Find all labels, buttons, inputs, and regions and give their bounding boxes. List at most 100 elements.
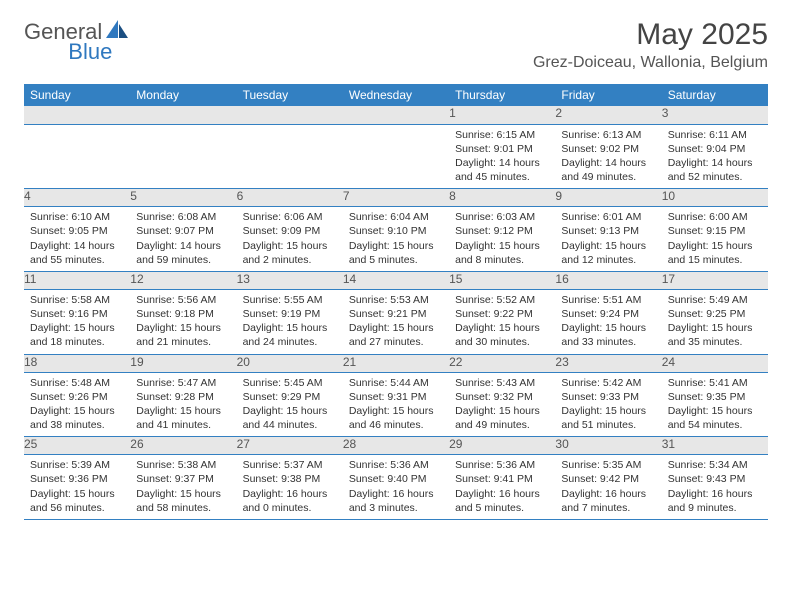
day-number: 7 (343, 189, 449, 207)
day-cell (237, 124, 343, 189)
day-number: 16 (555, 271, 661, 289)
day-number: 23 (555, 354, 661, 372)
day-cell: Sunrise: 5:44 AM Sunset: 9:31 PM Dayligh… (343, 372, 449, 437)
day-cell: Sunrise: 5:36 AM Sunset: 9:41 PM Dayligh… (449, 455, 555, 520)
day-body-row: Sunrise: 5:39 AM Sunset: 9:36 PM Dayligh… (24, 455, 768, 520)
day-details: Sunrise: 6:01 AM Sunset: 9:13 PM Dayligh… (555, 207, 661, 271)
day-cell: Sunrise: 5:38 AM Sunset: 9:37 PM Dayligh… (130, 455, 236, 520)
day-cell: Sunrise: 5:56 AM Sunset: 9:18 PM Dayligh… (130, 289, 236, 354)
day-details (24, 125, 130, 132)
day-number-row: 18192021222324 (24, 354, 768, 372)
day-details: Sunrise: 5:56 AM Sunset: 9:18 PM Dayligh… (130, 290, 236, 354)
day-cell: Sunrise: 6:03 AM Sunset: 9:12 PM Dayligh… (449, 207, 555, 272)
month-title: May 2025 (533, 18, 768, 52)
day-number: 29 (449, 437, 555, 455)
day-details: Sunrise: 5:44 AM Sunset: 9:31 PM Dayligh… (343, 373, 449, 437)
day-cell: Sunrise: 5:39 AM Sunset: 9:36 PM Dayligh… (24, 455, 130, 520)
day-details: Sunrise: 5:36 AM Sunset: 9:41 PM Dayligh… (449, 455, 555, 519)
day-details: Sunrise: 6:11 AM Sunset: 9:04 PM Dayligh… (662, 125, 768, 189)
day-details: Sunrise: 5:39 AM Sunset: 9:36 PM Dayligh… (24, 455, 130, 519)
day-number: 3 (662, 106, 768, 124)
day-details: Sunrise: 5:49 AM Sunset: 9:25 PM Dayligh… (662, 290, 768, 354)
day-number (24, 106, 130, 124)
weekday-header: Saturday (662, 84, 768, 106)
day-number: 9 (555, 189, 661, 207)
weekday-header: Tuesday (237, 84, 343, 106)
day-number: 26 (130, 437, 236, 455)
day-details: Sunrise: 5:47 AM Sunset: 9:28 PM Dayligh… (130, 373, 236, 437)
day-number (237, 106, 343, 124)
day-cell (130, 124, 236, 189)
day-details (343, 125, 449, 132)
day-number: 27 (237, 437, 343, 455)
day-number: 10 (662, 189, 768, 207)
day-cell: Sunrise: 5:55 AM Sunset: 9:19 PM Dayligh… (237, 289, 343, 354)
day-cell: Sunrise: 5:53 AM Sunset: 9:21 PM Dayligh… (343, 289, 449, 354)
day-number: 6 (237, 189, 343, 207)
day-cell: Sunrise: 5:52 AM Sunset: 9:22 PM Dayligh… (449, 289, 555, 354)
weekday-header: Thursday (449, 84, 555, 106)
day-details: Sunrise: 5:34 AM Sunset: 9:43 PM Dayligh… (662, 455, 768, 519)
day-cell: Sunrise: 5:47 AM Sunset: 9:28 PM Dayligh… (130, 372, 236, 437)
day-number: 14 (343, 271, 449, 289)
calendar-table: Sunday Monday Tuesday Wednesday Thursday… (24, 84, 768, 520)
day-details: Sunrise: 6:00 AM Sunset: 9:15 PM Dayligh… (662, 207, 768, 271)
day-cell: Sunrise: 5:35 AM Sunset: 9:42 PM Dayligh… (555, 455, 661, 520)
day-number: 30 (555, 437, 661, 455)
day-details: Sunrise: 6:13 AM Sunset: 9:02 PM Dayligh… (555, 125, 661, 189)
day-cell: Sunrise: 5:48 AM Sunset: 9:26 PM Dayligh… (24, 372, 130, 437)
day-number (130, 106, 236, 124)
day-details: Sunrise: 5:41 AM Sunset: 9:35 PM Dayligh… (662, 373, 768, 437)
day-cell: Sunrise: 6:13 AM Sunset: 9:02 PM Dayligh… (555, 124, 661, 189)
day-details: Sunrise: 6:15 AM Sunset: 9:01 PM Dayligh… (449, 125, 555, 189)
day-cell: Sunrise: 5:51 AM Sunset: 9:24 PM Dayligh… (555, 289, 661, 354)
day-number: 24 (662, 354, 768, 372)
location: Grez-Doiceau, Wallonia, Belgium (533, 54, 768, 72)
day-cell: Sunrise: 6:08 AM Sunset: 9:07 PM Dayligh… (130, 207, 236, 272)
day-cell (343, 124, 449, 189)
day-cell: Sunrise: 5:34 AM Sunset: 9:43 PM Dayligh… (662, 455, 768, 520)
day-cell: Sunrise: 5:36 AM Sunset: 9:40 PM Dayligh… (343, 455, 449, 520)
day-details: Sunrise: 5:42 AM Sunset: 9:33 PM Dayligh… (555, 373, 661, 437)
day-number: 12 (130, 271, 236, 289)
day-number: 4 (24, 189, 130, 207)
day-body-row: Sunrise: 5:48 AM Sunset: 9:26 PM Dayligh… (24, 372, 768, 437)
day-details: Sunrise: 6:03 AM Sunset: 9:12 PM Dayligh… (449, 207, 555, 271)
header: General Blue May 2025 Grez-Doiceau, Wall… (24, 18, 768, 72)
day-number: 2 (555, 106, 661, 124)
day-details: Sunrise: 6:08 AM Sunset: 9:07 PM Dayligh… (130, 207, 236, 271)
day-number: 8 (449, 189, 555, 207)
day-number: 13 (237, 271, 343, 289)
day-details: Sunrise: 5:38 AM Sunset: 9:37 PM Dayligh… (130, 455, 236, 519)
day-number: 1 (449, 106, 555, 124)
day-number: 17 (662, 271, 768, 289)
day-cell: Sunrise: 5:45 AM Sunset: 9:29 PM Dayligh… (237, 372, 343, 437)
day-body-row: Sunrise: 6:15 AM Sunset: 9:01 PM Dayligh… (24, 124, 768, 189)
day-details: Sunrise: 5:55 AM Sunset: 9:19 PM Dayligh… (237, 290, 343, 354)
day-details: Sunrise: 5:58 AM Sunset: 9:16 PM Dayligh… (24, 290, 130, 354)
logo-text-blue: Blue (68, 39, 112, 65)
day-number: 18 (24, 354, 130, 372)
day-cell: Sunrise: 5:42 AM Sunset: 9:33 PM Dayligh… (555, 372, 661, 437)
day-number: 20 (237, 354, 343, 372)
day-details: Sunrise: 5:52 AM Sunset: 9:22 PM Dayligh… (449, 290, 555, 354)
day-details: Sunrise: 6:10 AM Sunset: 9:05 PM Dayligh… (24, 207, 130, 271)
day-number-row: 11121314151617 (24, 271, 768, 289)
title-block: May 2025 Grez-Doiceau, Wallonia, Belgium (533, 18, 768, 72)
day-number: 22 (449, 354, 555, 372)
day-cell: Sunrise: 5:49 AM Sunset: 9:25 PM Dayligh… (662, 289, 768, 354)
weekday-header: Monday (130, 84, 236, 106)
day-body-row: Sunrise: 5:58 AM Sunset: 9:16 PM Dayligh… (24, 289, 768, 354)
day-cell: Sunrise: 5:41 AM Sunset: 9:35 PM Dayligh… (662, 372, 768, 437)
day-cell (24, 124, 130, 189)
day-number-row: 123 (24, 106, 768, 124)
weekday-header: Friday (555, 84, 661, 106)
day-cell: Sunrise: 5:43 AM Sunset: 9:32 PM Dayligh… (449, 372, 555, 437)
day-cell: Sunrise: 6:15 AM Sunset: 9:01 PM Dayligh… (449, 124, 555, 189)
day-body-row: Sunrise: 6:10 AM Sunset: 9:05 PM Dayligh… (24, 207, 768, 272)
day-number: 28 (343, 437, 449, 455)
day-number: 31 (662, 437, 768, 455)
day-details: Sunrise: 6:06 AM Sunset: 9:09 PM Dayligh… (237, 207, 343, 271)
day-cell: Sunrise: 6:04 AM Sunset: 9:10 PM Dayligh… (343, 207, 449, 272)
day-cell: Sunrise: 5:37 AM Sunset: 9:38 PM Dayligh… (237, 455, 343, 520)
